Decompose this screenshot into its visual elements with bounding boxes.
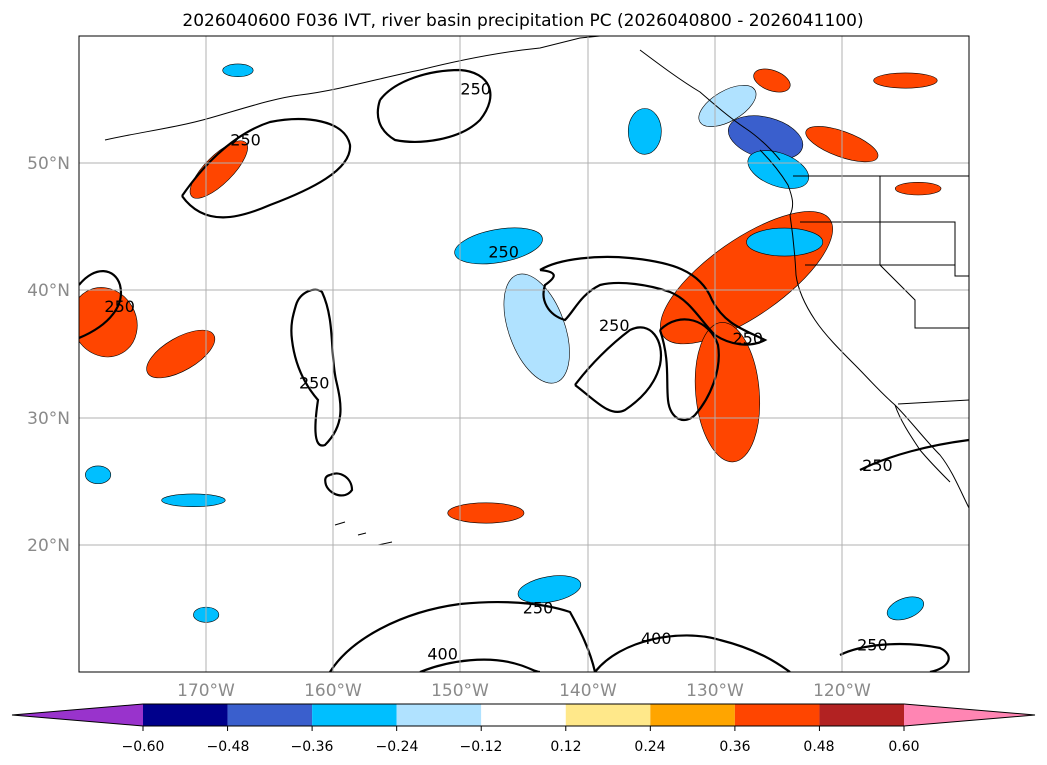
- ivt-contour-label: 400: [427, 644, 458, 663]
- coastline-and-borders: [104, 36, 969, 546]
- x-tick-label: 120°W: [813, 681, 871, 701]
- colorbar-swatch: [143, 704, 228, 726]
- colorbar-tick-label: −0.60: [122, 739, 165, 755]
- negative-pc-region: [746, 227, 824, 257]
- ivt-contour-label: 250: [857, 635, 888, 654]
- ivt-250-cutoff-low: [539, 255, 768, 346]
- ivt-250-dateline: [79, 270, 123, 340]
- colorbar-tick-label: 0.24: [634, 739, 665, 755]
- colorbar-tick-label: 0.60: [888, 739, 919, 755]
- colorbar-swatch: [819, 704, 904, 726]
- x-tick-label: 160°W: [304, 681, 362, 701]
- y-tick-label: 20°N: [27, 536, 70, 556]
- state-boundary-1: [800, 221, 969, 277]
- ivt-contour-label: 250: [732, 329, 763, 348]
- positive-pc-region: [447, 502, 525, 524]
- bc-coast: [759, 149, 794, 216]
- x-tick-label: 140°W: [559, 681, 617, 701]
- colorbar-swatch: [481, 704, 566, 726]
- colorbar-swatch: [904, 704, 1035, 726]
- ivt-contour-label: 250: [523, 598, 554, 617]
- colorbar-swatch: [312, 704, 397, 726]
- x-tick-label: 150°W: [431, 681, 489, 701]
- ivt-250-southeast-small: [839, 642, 950, 672]
- colorbar-tick-label: −0.36: [291, 739, 334, 755]
- positive-pc-region: [146, 329, 216, 379]
- alaska-panhandle: [639, 49, 781, 161]
- map-frame: [78, 35, 970, 673]
- positive-pc-region: [873, 72, 938, 89]
- positive-pc-region: [189, 140, 248, 199]
- ivt-250-central: [290, 288, 342, 447]
- ivt-400-tropical: [419, 658, 541, 672]
- colorbar-tick-label: −0.12: [460, 739, 503, 755]
- colorbar-swatch: [650, 704, 735, 726]
- colorbar-tick-label: 0.12: [550, 739, 581, 755]
- ivt-contour-label: 250: [104, 297, 135, 316]
- graticule: [79, 36, 969, 672]
- ivt-contour-label: 250: [299, 373, 330, 392]
- negative-pc-region: [886, 596, 924, 621]
- y-tick-label: 40°N: [27, 281, 70, 301]
- negative-pc-region: [161, 493, 226, 507]
- positive-pc-region: [694, 322, 760, 463]
- colorbar-tick-labels: −0.60 −0.48 −0.36 −0.24 −0.12 0.12 0.24 …: [122, 739, 920, 755]
- y-axis-tick-labels: 50°N 40°N 30°N 20°N: [27, 154, 70, 556]
- state-boundary-3: [879, 176, 969, 329]
- ivt-250-alaska: [376, 68, 492, 143]
- ivt-contour-label: 250: [862, 456, 893, 475]
- map-area: 250 250 250 250 250 250 250 250 250 400 400 250: [79, 36, 969, 672]
- x-axis-tick-labels: 170°W 160°W 150°W 140°W 130°W 120°W: [177, 681, 871, 701]
- negative-pc-region: [627, 108, 662, 155]
- ivt-contour-labels: 250 250 250 250 250 250 250 250 250 400 400 250: [104, 80, 892, 664]
- positive-pc-region: [894, 181, 942, 196]
- ivt-250-small-island: [324, 472, 354, 497]
- ivt-250-inner: [574, 326, 663, 413]
- ivt-contour-label: 250: [230, 130, 261, 149]
- alaska-coastline: [299, 36, 601, 96]
- ivt-contours: [79, 68, 969, 672]
- colorbar-swatch: [565, 704, 651, 726]
- negative-pc-region: [517, 575, 582, 604]
- colorbar-swatch: [396, 704, 482, 726]
- ivt-250-tropical-band: [329, 601, 597, 672]
- ivt-contour-label: 250: [599, 316, 630, 335]
- us-west-coast: [789, 214, 969, 509]
- ivt-250-aleutian: [181, 118, 352, 219]
- colorbar-swatch: [734, 704, 820, 726]
- ivt-250-southeast: [859, 438, 969, 471]
- ivt-250-trough: [658, 318, 720, 422]
- mexico-border: [897, 399, 969, 405]
- x-tick-label: 130°W: [686, 681, 744, 701]
- x-tick-label: 170°W: [177, 681, 235, 701]
- colorbar-tick-label: −0.24: [376, 739, 419, 755]
- y-tick-label: 50°N: [27, 154, 70, 174]
- chart-title: 2026040600 F036 IVT, river basin precipi…: [182, 11, 863, 31]
- ivt-contour-label: 250: [460, 80, 491, 99]
- colorbar: [11, 703, 1036, 731]
- colorbar-tick-label: 0.36: [719, 739, 750, 755]
- colorbar-swatch: [12, 704, 143, 726]
- negative-pc-region: [222, 63, 254, 78]
- y-tick-label: 30°N: [27, 409, 70, 429]
- aleutian-islands: [104, 94, 301, 141]
- colorbar-tick-label: −0.48: [207, 739, 250, 755]
- colorbar-tick-label: 0.48: [803, 739, 834, 755]
- negative-pc-region: [698, 84, 757, 127]
- negative-pc-region: [85, 465, 112, 485]
- colorbar-swatch: [227, 704, 313, 726]
- positive-pc-region: [753, 68, 791, 93]
- negative-pc-region: [454, 227, 543, 265]
- ivt-contour-label: 400: [641, 629, 672, 648]
- ivt-contour-label: 250: [488, 242, 519, 261]
- negative-pc-region: [747, 150, 809, 189]
